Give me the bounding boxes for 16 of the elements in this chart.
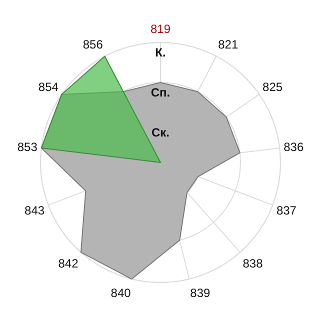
spoke-label: 856 bbox=[82, 37, 104, 52]
spoke-label: 819 bbox=[150, 22, 171, 36]
spoke-label: 836 bbox=[284, 140, 304, 154]
y-tick-label: Ск. bbox=[151, 126, 170, 140]
spoke-label: 842 bbox=[58, 256, 79, 270]
spoke-label: 839 bbox=[190, 286, 211, 300]
spoke-label: 843 bbox=[24, 204, 45, 218]
spoke-label: 838 bbox=[242, 256, 264, 270]
spoke-label: 854 bbox=[38, 80, 59, 94]
y-tick-label: К. bbox=[155, 46, 166, 60]
spoke-label: 837 bbox=[276, 204, 297, 218]
spoke-label: 825 bbox=[262, 80, 283, 94]
spoke-label: 821 bbox=[218, 37, 238, 52]
y-tick-label: Сп. bbox=[150, 86, 170, 100]
spoke-label: 853 bbox=[17, 140, 38, 154]
spoke-label: 840 bbox=[110, 286, 132, 300]
